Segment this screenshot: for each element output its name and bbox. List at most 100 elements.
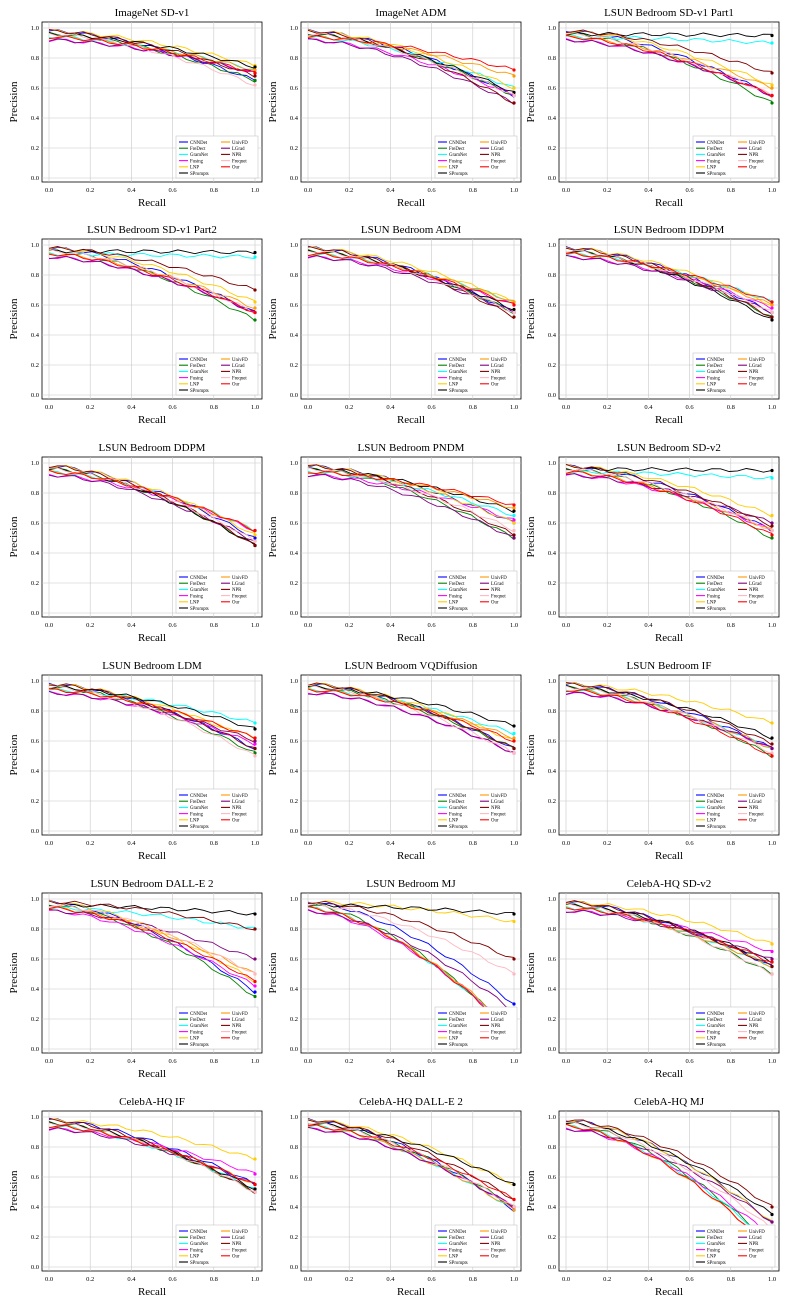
y-tick-label: 0.2 bbox=[548, 798, 556, 805]
chart-title: LSUN Bedroom SD-v1 Part1 bbox=[604, 7, 734, 19]
y-axis-label: Precision bbox=[8, 81, 20, 122]
legend-box bbox=[692, 1224, 776, 1268]
y-tick-label: 0.4 bbox=[31, 332, 40, 339]
series-end-point bbox=[512, 972, 516, 976]
x-tick-label: 0.6 bbox=[169, 840, 178, 847]
y-tick-label: 0.4 bbox=[548, 115, 557, 122]
chart-panel: LSUN Bedroom SD-v1 Part2 0.0 0.0 0.2 0.2 0.4 0… bbox=[8, 224, 263, 426]
series-line-lgrad bbox=[307, 909, 515, 1013]
series-line-freqnet bbox=[307, 466, 515, 533]
legend-label: UnivFD bbox=[749, 358, 765, 363]
legend-label: NPR bbox=[232, 1242, 242, 1247]
y-tick-label: 0.0 bbox=[290, 610, 298, 617]
y-tick-label: 0.6 bbox=[290, 956, 299, 963]
legend-label: GramNet bbox=[707, 153, 726, 158]
legend-label: Freqnet bbox=[749, 812, 764, 817]
legend-box bbox=[692, 570, 776, 614]
x-tick-label: 0.4 bbox=[644, 1276, 653, 1283]
series-line-gramnet bbox=[307, 35, 515, 87]
chart-panel: LSUN Bedroom IF 0.0 0.0 0.2 0.2 0.4 0.4 0.6 0.6 0… bbox=[525, 660, 780, 862]
x-tick-label: 0.4 bbox=[644, 1058, 653, 1065]
chart-panel: LSUN Bedroom LDM 0.0 0.0 0.2 0.2 0.4 0.4 0.6 0.6… bbox=[8, 660, 263, 862]
series-line-lnp bbox=[565, 30, 773, 85]
x-tick-label: 0.6 bbox=[686, 187, 695, 194]
legend-label: FreDect bbox=[449, 1236, 465, 1241]
legend-box bbox=[175, 788, 259, 832]
y-axis-label: Precision bbox=[525, 1170, 537, 1211]
series-end-point bbox=[253, 957, 257, 961]
series-end-point bbox=[770, 1205, 774, 1209]
x-axis-label: Recall bbox=[397, 632, 425, 644]
y-tick-label: 0.4 bbox=[548, 332, 557, 339]
y-tick-label: 1.0 bbox=[290, 896, 298, 903]
series-end-point bbox=[770, 71, 774, 75]
legend-label: Our bbox=[232, 601, 240, 606]
legend-label: Our bbox=[491, 166, 499, 171]
legend-label: Our bbox=[232, 1255, 240, 1260]
y-tick-label: 0.2 bbox=[548, 1016, 556, 1023]
legend-label: SPrompts bbox=[707, 1261, 726, 1266]
series-end-point bbox=[253, 300, 257, 304]
y-tick-label: 0.0 bbox=[290, 175, 298, 182]
chart-panel: LSUN Bedroom SD-v1 Part1 0.0 0.0 0.2 0.2 0.4 0… bbox=[525, 7, 780, 209]
series-end-point bbox=[253, 250, 257, 255]
legend-label: LNP bbox=[190, 601, 199, 606]
chart-panel: LSUN Bedroom DDPM 0.0 0.0 0.2 0.2 0.4 0.4 0.6 0.… bbox=[8, 442, 263, 644]
series-line-sprompts bbox=[307, 466, 515, 514]
series-end-point bbox=[253, 990, 257, 994]
legend-label: FreDect bbox=[190, 1236, 206, 1241]
series-end-point bbox=[512, 724, 516, 728]
legend-label: Freqnet bbox=[749, 159, 764, 164]
legend-label: CNNDet bbox=[707, 794, 725, 799]
y-tick-label: 0.8 bbox=[290, 1144, 298, 1151]
series-end-point bbox=[512, 310, 516, 315]
series-line-npr bbox=[307, 464, 515, 536]
legend-label: GramNet bbox=[707, 806, 726, 811]
series-line-our bbox=[307, 688, 515, 743]
x-tick-label: 0.4 bbox=[127, 1276, 136, 1283]
x-tick-label: 0.6 bbox=[686, 1058, 695, 1065]
series-end-point bbox=[512, 513, 516, 518]
legend-label: GramNet bbox=[449, 1024, 468, 1029]
legend-label: LGrad bbox=[232, 147, 245, 152]
legend-label: CNNDet bbox=[190, 576, 208, 581]
legend-label: CNNDet bbox=[707, 576, 725, 581]
series-end-point bbox=[512, 912, 516, 916]
series-line-univfd bbox=[307, 1124, 515, 1210]
legend-box bbox=[175, 1224, 259, 1268]
legend-label: Freqnet bbox=[749, 376, 764, 381]
x-tick-label: 0.8 bbox=[210, 1058, 218, 1065]
series-end-point bbox=[253, 528, 257, 533]
series-line-fredect bbox=[565, 467, 773, 540]
x-tick-label: 1.0 bbox=[768, 404, 776, 411]
x-tick-label: 0.2 bbox=[86, 622, 94, 629]
y-tick-label: 0.8 bbox=[31, 926, 39, 933]
legend-label: Fusing bbox=[449, 594, 463, 599]
legend-label: Our bbox=[491, 383, 499, 388]
x-tick-label: 0.2 bbox=[345, 187, 353, 194]
y-axis-label: Precision bbox=[267, 81, 279, 122]
legend-label: Fusing bbox=[190, 159, 204, 164]
x-tick-label: 0.0 bbox=[562, 404, 570, 411]
series-line-our bbox=[307, 905, 515, 1037]
chart-panel: LSUN Bedroom ADM 0.0 0.0 0.2 0.2 0.4 0.4 0.6 0.6… bbox=[267, 224, 522, 426]
x-tick-label: 0.6 bbox=[428, 187, 437, 194]
series-line-our bbox=[565, 470, 773, 535]
series-end-point bbox=[512, 101, 516, 105]
legend-label: SPrompts bbox=[449, 607, 468, 612]
legend-label: NPR bbox=[491, 806, 501, 811]
y-tick-label: 1.0 bbox=[548, 242, 556, 249]
series-line-sprompts bbox=[565, 903, 773, 964]
y-tick-label: 1.0 bbox=[31, 242, 39, 249]
series-end-point bbox=[253, 65, 257, 69]
series-end-point bbox=[253, 255, 257, 259]
x-tick-label: 1.0 bbox=[768, 1276, 776, 1283]
series-line-freqnet bbox=[565, 468, 773, 530]
series-end-point bbox=[253, 83, 257, 87]
legend-label: NPR bbox=[749, 806, 759, 811]
